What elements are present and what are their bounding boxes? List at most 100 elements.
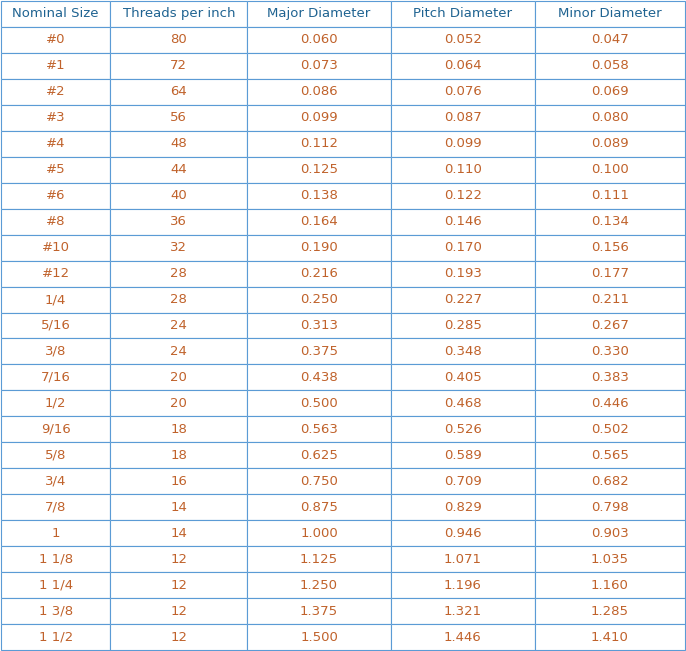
Bar (110, 546, 247, 572)
Bar (110, 339, 247, 365)
Bar (247, 1, 391, 27)
Bar (110, 260, 247, 286)
Bar (110, 598, 247, 624)
Text: 1.071: 1.071 (444, 553, 482, 566)
Bar (110, 468, 247, 494)
Bar (534, 546, 685, 572)
Bar (247, 442, 391, 468)
Bar (1, 365, 110, 391)
Bar (534, 624, 685, 650)
Bar (110, 157, 247, 183)
Bar (391, 339, 534, 365)
Text: 1.321: 1.321 (444, 605, 482, 618)
Bar (110, 442, 247, 468)
Text: Minor Diameter: Minor Diameter (558, 7, 661, 20)
Bar (110, 624, 247, 650)
Text: 0.875: 0.875 (300, 501, 338, 514)
Text: 9/16: 9/16 (41, 423, 71, 436)
Bar (534, 546, 685, 572)
Bar (110, 209, 247, 234)
Text: 1.000: 1.000 (300, 527, 338, 540)
Bar (110, 286, 247, 312)
Text: 28: 28 (170, 267, 187, 280)
Bar (1, 417, 110, 442)
Bar (534, 1, 685, 27)
Bar (247, 53, 391, 79)
Bar (247, 468, 391, 494)
Bar (110, 53, 247, 79)
Bar (391, 520, 534, 546)
Bar (534, 131, 685, 157)
Text: 24: 24 (170, 345, 187, 358)
Bar (247, 79, 391, 105)
Bar (247, 53, 391, 79)
Bar (534, 183, 685, 209)
Text: 24: 24 (170, 319, 187, 332)
Text: 1/2: 1/2 (45, 397, 67, 410)
Bar (247, 365, 391, 391)
Bar (391, 27, 534, 53)
Bar (534, 417, 685, 442)
Bar (534, 442, 685, 468)
Bar (247, 494, 391, 520)
Text: 0.709: 0.709 (444, 475, 482, 488)
Bar (534, 105, 685, 131)
Text: 5/8: 5/8 (45, 449, 67, 462)
Bar (247, 286, 391, 312)
Bar (247, 494, 391, 520)
Bar (1, 468, 110, 494)
Text: 0.099: 0.099 (300, 111, 338, 124)
Text: 48: 48 (170, 137, 187, 150)
Bar (1, 286, 110, 312)
Bar (1, 157, 110, 183)
Bar (391, 312, 534, 339)
Bar (247, 417, 391, 442)
Bar (1, 105, 110, 131)
Text: 0.190: 0.190 (300, 241, 338, 254)
Text: 0.211: 0.211 (591, 293, 629, 306)
Bar (247, 624, 391, 650)
Text: 1.500: 1.500 (300, 631, 338, 644)
Bar (110, 79, 247, 105)
Bar (1, 391, 110, 417)
Bar (247, 260, 391, 286)
Bar (247, 131, 391, 157)
Bar (247, 339, 391, 365)
Bar (391, 442, 534, 468)
Bar (534, 312, 685, 339)
Bar (391, 79, 534, 105)
Bar (247, 546, 391, 572)
Bar (534, 624, 685, 650)
Bar (534, 286, 685, 312)
Text: #4: #4 (46, 137, 65, 150)
Text: 0.177: 0.177 (591, 267, 629, 280)
Text: 0.500: 0.500 (300, 397, 338, 410)
Text: Threads per inch: Threads per inch (123, 7, 235, 20)
Text: Nominal Size: Nominal Size (12, 7, 99, 20)
Text: Major Diameter: Major Diameter (268, 7, 370, 20)
Bar (247, 157, 391, 183)
Text: 1 1/2: 1 1/2 (38, 631, 73, 644)
Bar (1, 27, 110, 53)
Bar (534, 468, 685, 494)
Bar (391, 468, 534, 494)
Text: 20: 20 (170, 371, 187, 384)
Bar (110, 391, 247, 417)
Bar (534, 260, 685, 286)
Bar (391, 417, 534, 442)
Bar (391, 209, 534, 234)
Bar (391, 260, 534, 286)
Bar (534, 209, 685, 234)
Bar (391, 131, 534, 157)
Text: Pitch Diameter: Pitch Diameter (413, 7, 512, 20)
Text: 0.227: 0.227 (444, 293, 482, 306)
Bar (110, 79, 247, 105)
Bar (534, 391, 685, 417)
Bar (110, 312, 247, 339)
Text: 0.052: 0.052 (444, 33, 482, 46)
Bar (1, 209, 110, 234)
Bar (247, 468, 391, 494)
Bar (534, 442, 685, 468)
Bar (1, 494, 110, 520)
Text: 1.125: 1.125 (300, 553, 338, 566)
